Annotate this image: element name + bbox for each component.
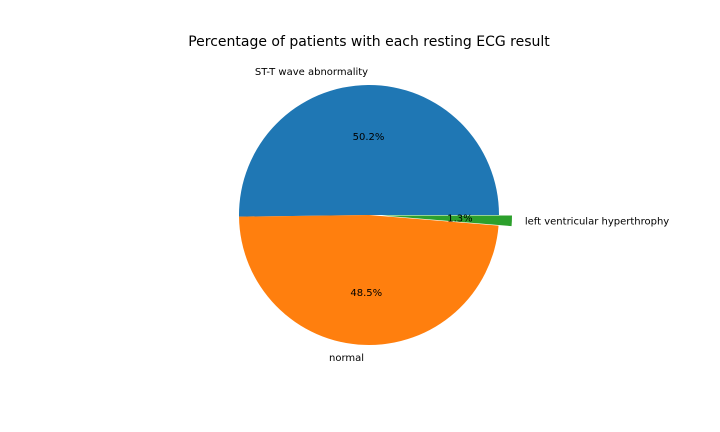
chart-title: Percentage of patients with each resting…: [188, 34, 550, 50]
pie-slice-normal: [239, 215, 499, 345]
pie-slice-left-ventricular-hyperthrophy: [381, 215, 512, 227]
slice-percentage-label: 1.3%: [447, 214, 472, 225]
slice-label: normal: [329, 353, 364, 364]
pie-labels: ST-T wave abnormality 50.2% normal 48.5% lef…: [255, 67, 669, 364]
slice-percentage-label: 48.5%: [350, 288, 382, 299]
slice-label: left ventricular hyperthrophy: [525, 216, 669, 227]
slice-percentage-label: 50.2%: [353, 132, 385, 143]
pie-slices: [239, 85, 512, 345]
pie-slice-st-t-wave-abnormality: [239, 85, 499, 217]
slice-label: ST-T wave abnormality: [255, 67, 368, 78]
